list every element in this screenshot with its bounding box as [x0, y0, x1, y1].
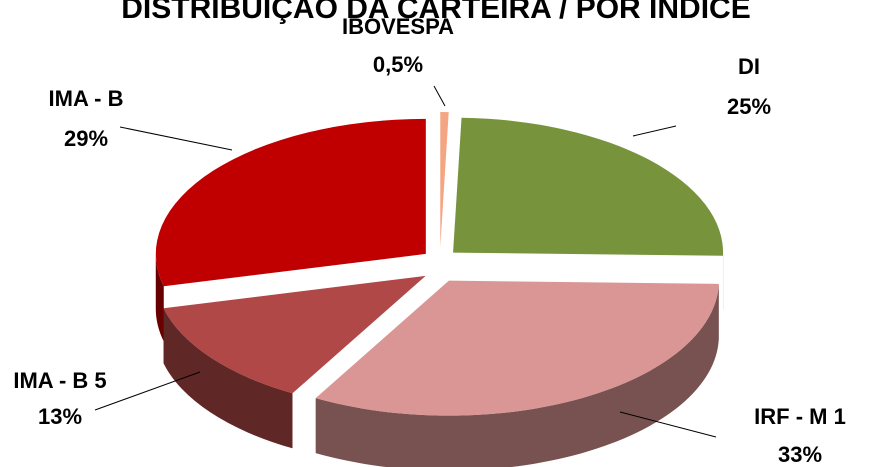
pie-slice — [163, 275, 426, 449]
slice-side — [315, 283, 719, 467]
pie-slice — [440, 112, 449, 248]
leader-line — [119, 126, 233, 151]
leader-line — [619, 411, 717, 438]
slice-label: IRF - M 1 — [754, 404, 846, 429]
slice-label: DI — [738, 54, 760, 79]
slice-top — [315, 280, 719, 416]
pie-slice — [155, 118, 426, 342]
slice-top — [155, 118, 426, 287]
slice-value-label: 25% — [727, 94, 771, 119]
slice-value-label: 33% — [778, 442, 822, 467]
slice-value-label: 0,5% — [373, 52, 423, 77]
leader-line — [94, 371, 201, 411]
slice-label: IMA - B 5 — [13, 368, 106, 393]
slice-top — [440, 112, 449, 248]
chart-title: DISTRIBUIÇÃO DA CARTEIRA / POR ÍNDICE — [121, 0, 750, 25]
slice-side-shade — [315, 283, 719, 467]
slice-side — [163, 308, 293, 449]
slice-top — [453, 117, 724, 256]
pie-slice — [315, 280, 719, 467]
slice-side — [155, 253, 164, 342]
slice-label: IMA - B — [49, 86, 124, 111]
slice-side-shade — [163, 308, 293, 449]
leader-line — [433, 85, 446, 107]
slice-top — [163, 275, 426, 394]
slice-label: IBOVESPA — [342, 14, 454, 39]
leader-line — [632, 125, 677, 137]
slice-value-label: 29% — [64, 126, 108, 151]
pie-slice — [453, 117, 724, 311]
slice-value-label: 13% — [38, 404, 82, 429]
slice-side-shade — [155, 253, 164, 342]
